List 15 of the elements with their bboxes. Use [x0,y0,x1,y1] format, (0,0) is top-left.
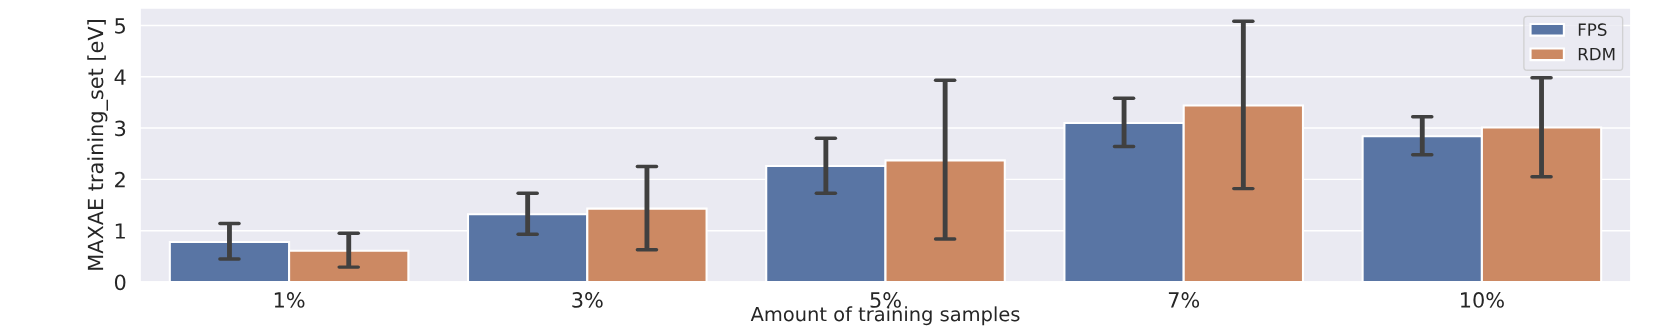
y-tick-label: 5 [115,18,125,34]
x-tick-label: 7% [1168,292,1200,308]
y-tick-label: 2 [115,171,125,188]
y-tick-label: 4 [114,69,126,85]
y-tick-label: 1 [115,223,125,239]
y-tick-label: 3 [115,120,126,137]
legend-label: RDM [1578,47,1615,61]
y-tick-label: 0 [114,274,126,291]
legend-label: FPS [1578,23,1607,36]
x-tick-label: 1% [274,292,305,308]
x-tick-label: 5% [870,292,901,308]
x-axis-title: Amount of training samples [750,306,1020,326]
y-axis-title: MAXAE training_set [eV] [87,20,108,270]
x-tick-label: 3% [572,292,603,308]
x-tick-label: 10% [1461,292,1504,308]
